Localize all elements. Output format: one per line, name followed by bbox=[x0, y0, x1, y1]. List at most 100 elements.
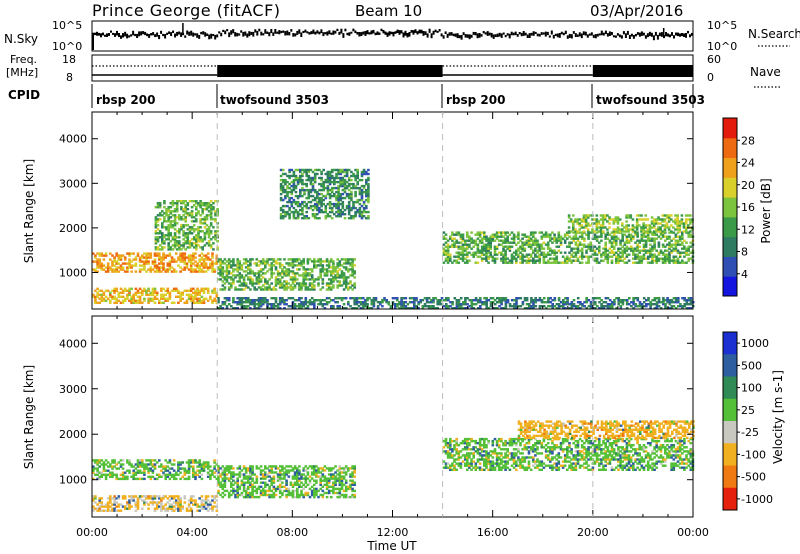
heatmap-cell bbox=[96, 473, 99, 476]
heatmap-cell bbox=[638, 251, 641, 254]
heatmap-cell bbox=[342, 280, 346, 283]
heatmap-cell bbox=[595, 220, 599, 223]
heatmap-cell bbox=[249, 301, 252, 304]
heatmap-cell bbox=[338, 307, 342, 310]
heatmap-cell bbox=[168, 467, 172, 470]
heatmap-cell bbox=[374, 297, 378, 300]
heatmap-cell bbox=[381, 305, 384, 308]
heatmap-cell bbox=[255, 288, 259, 291]
heatmap-cell bbox=[305, 215, 308, 218]
heatmap-cell bbox=[249, 264, 252, 267]
heatmap-cell bbox=[305, 206, 308, 210]
heatmap-cell bbox=[284, 204, 287, 208]
heatmap-cell bbox=[153, 270, 157, 273]
heatmap-cell bbox=[296, 176, 300, 180]
heatmap-cell bbox=[288, 213, 291, 216]
heatmap-cell bbox=[244, 260, 248, 263]
heatmap-cell bbox=[600, 233, 603, 236]
heatmap-cell bbox=[601, 216, 605, 219]
heatmap-cell bbox=[268, 278, 271, 281]
heatmap-cell bbox=[449, 305, 452, 308]
heatmap-cell bbox=[183, 256, 187, 259]
heatmap-cell bbox=[413, 307, 416, 310]
heatmap-cell bbox=[356, 180, 359, 184]
heatmap-cell bbox=[468, 237, 471, 240]
heatmap-cell bbox=[655, 261, 658, 264]
date-title: 03/Apr/2016 bbox=[590, 2, 683, 20]
heatmap-cell bbox=[126, 268, 129, 271]
heatmap-cell bbox=[515, 299, 518, 302]
heatmap-cell bbox=[266, 303, 269, 306]
heatmap-cell bbox=[232, 262, 235, 265]
noise-sample bbox=[314, 31, 317, 35]
heatmap-cell bbox=[128, 291, 131, 294]
heatmap-cell bbox=[367, 192, 370, 196]
heatmap-cell bbox=[319, 258, 322, 261]
heatmap-cell bbox=[92, 465, 95, 468]
heatmap-cell bbox=[572, 255, 575, 258]
heatmap-cell bbox=[569, 230, 573, 233]
heatmap-cell bbox=[217, 258, 220, 261]
noise-sample bbox=[468, 34, 471, 40]
heatmap-cell bbox=[192, 238, 196, 241]
heatmap-cell bbox=[644, 218, 647, 221]
heatmap-cell bbox=[579, 301, 582, 304]
heatmap-cell bbox=[500, 251, 503, 254]
heatmap-cell bbox=[195, 220, 198, 223]
heatmap-cell bbox=[689, 301, 693, 304]
noise-sample bbox=[642, 32, 645, 36]
heatmap-cell bbox=[341, 178, 345, 182]
noise-sample bbox=[562, 32, 565, 36]
heatmap-cell bbox=[328, 200, 332, 204]
heatmap-cell bbox=[313, 168, 317, 172]
heatmap-cell bbox=[336, 258, 339, 261]
heatmap-cell bbox=[493, 247, 497, 250]
noise-sample bbox=[144, 31, 147, 36]
heatmap-cell bbox=[572, 259, 575, 262]
heatmap-cell bbox=[173, 246, 177, 249]
heatmap-cell bbox=[319, 288, 322, 291]
heatmap-cell bbox=[568, 251, 571, 254]
heatmap-cell bbox=[185, 262, 189, 265]
heatmap-cell bbox=[402, 305, 405, 308]
heatmap-cell bbox=[209, 465, 212, 468]
heatmap-cell bbox=[479, 301, 482, 304]
heatmap-cell bbox=[187, 268, 191, 271]
heatmap-cell bbox=[653, 307, 657, 310]
heatmap-cell bbox=[313, 262, 316, 265]
heatmap-cell bbox=[326, 170, 330, 174]
heatmap-cell bbox=[167, 238, 170, 241]
heatmap-cell bbox=[198, 463, 201, 466]
heatmap-cell bbox=[102, 469, 106, 472]
heatmap-cell bbox=[359, 303, 363, 306]
heatmap-cell bbox=[325, 264, 329, 267]
heatmap-cell bbox=[479, 299, 482, 302]
heatmap-cell bbox=[362, 200, 366, 204]
heatmap-cell bbox=[504, 297, 508, 300]
heatmap-cell bbox=[236, 303, 239, 306]
heatmap-cell bbox=[538, 259, 541, 262]
heatmap-cell bbox=[587, 305, 591, 308]
heatmap-cell bbox=[642, 305, 646, 308]
heatmap-cell bbox=[173, 224, 177, 227]
heatmap-cell bbox=[173, 234, 177, 237]
heatmap-cell bbox=[619, 255, 622, 258]
heatmap-cell bbox=[519, 247, 522, 250]
heatmap-cell bbox=[649, 307, 652, 310]
heatmap-cell bbox=[330, 266, 333, 269]
noise-sample bbox=[316, 30, 319, 34]
heatmap-cell bbox=[589, 305, 593, 308]
heatmap-cell bbox=[645, 303, 648, 306]
heatmap-cell bbox=[619, 305, 623, 308]
heatmap-cell bbox=[217, 268, 220, 271]
heatmap-cell bbox=[155, 477, 159, 481]
heatmap-cell bbox=[186, 214, 190, 217]
heatmap-cell bbox=[478, 233, 482, 236]
heatmap-cell bbox=[616, 216, 620, 219]
heatmap-cell bbox=[636, 261, 639, 264]
heatmap-cell bbox=[562, 305, 565, 308]
heatmap-cell bbox=[236, 262, 239, 265]
heatmap-cell bbox=[307, 192, 311, 196]
heatmap-cell bbox=[661, 257, 665, 260]
heatmap-cell bbox=[480, 251, 484, 254]
